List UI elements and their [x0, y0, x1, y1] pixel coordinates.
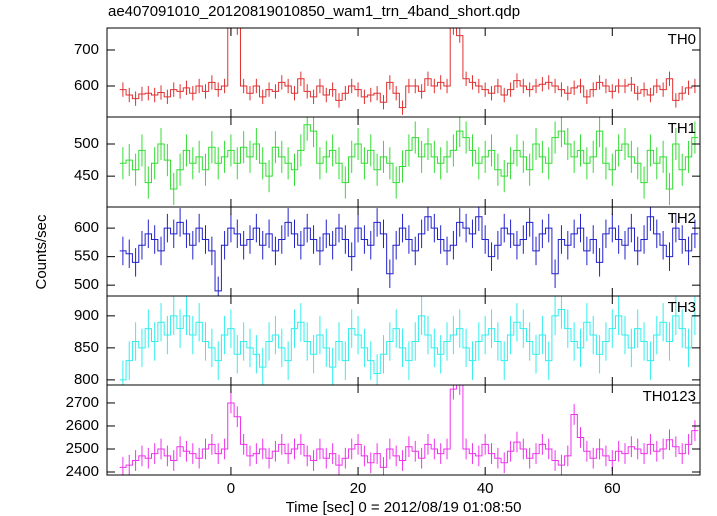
panel-label: TH0 [668, 31, 696, 48]
y-tick-label: 500 [74, 135, 99, 152]
step-line [119, 124, 699, 190]
y-axis-label: Counts/sec [33, 214, 50, 290]
panel-frame [106, 27, 701, 118]
panel-label: TH2 [668, 210, 696, 227]
step-line [119, 308, 699, 381]
panel-frame [106, 295, 701, 386]
panel-frame [106, 206, 701, 297]
y-tick-label: 900 [74, 307, 99, 324]
panel-label: TH3 [668, 299, 696, 316]
x-tick-label: 40 [477, 480, 494, 497]
step-line [119, 216, 699, 292]
y-tick-label: 2700 [66, 394, 99, 411]
y-tick-label: 850 [74, 339, 99, 356]
y-tick-label: 2600 [66, 417, 99, 434]
panel-label: TH1 [668, 120, 696, 137]
x-tick-label: 20 [350, 480, 367, 497]
y-tick-label: 600 [74, 77, 99, 94]
panel-label: TH0123 [643, 388, 696, 405]
y-tick-label: 450 [74, 167, 99, 184]
y-tick-label: 800 [74, 371, 99, 388]
y-tick-label: 500 [74, 276, 99, 293]
x-tick-label: 0 [227, 480, 235, 497]
chart-title: ae407091010_20120819010850_wam1_trn_4ban… [108, 3, 520, 20]
y-tick-label: 2400 [66, 463, 99, 480]
panel-frame [106, 384, 701, 476]
y-tick-label: 2500 [66, 440, 99, 457]
step-line [119, 27, 699, 109]
x-tick-label: 60 [604, 480, 621, 497]
step-line [119, 384, 699, 468]
y-tick-label: 700 [74, 41, 99, 58]
y-tick-label: 550 [74, 248, 99, 265]
x-axis-label: Time [sec] 0 = 2012/08/19 01:08:50 [286, 499, 522, 516]
y-tick-label: 600 [74, 219, 99, 236]
